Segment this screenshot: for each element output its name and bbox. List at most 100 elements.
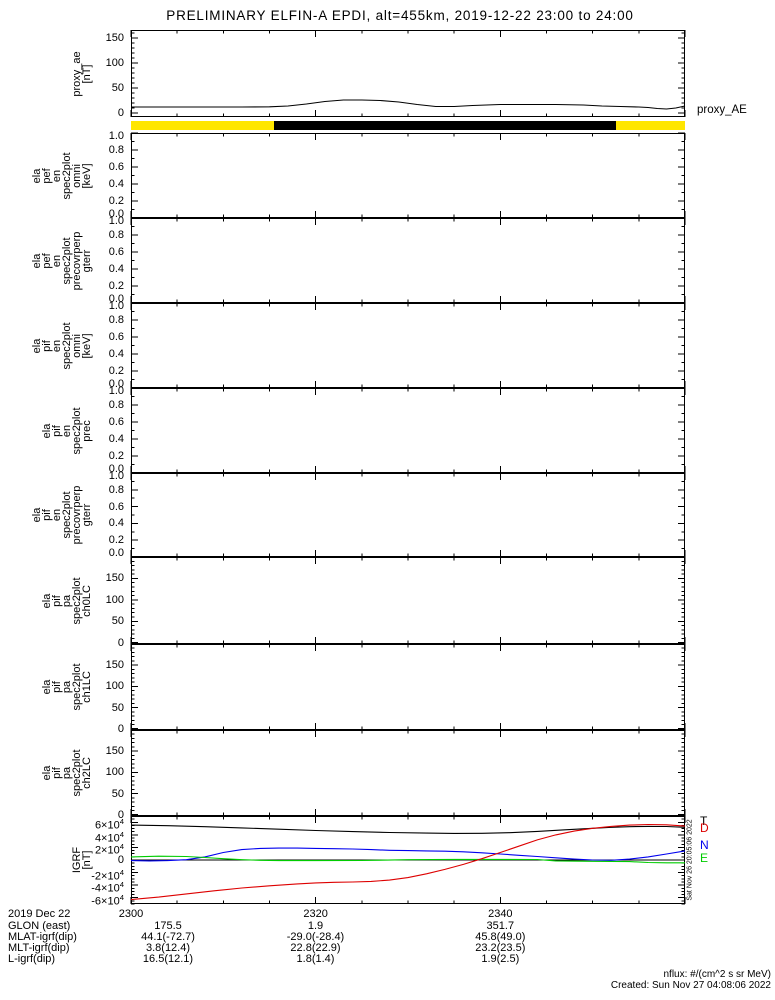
y-tick-label: 150 bbox=[105, 659, 124, 672]
igrf-legend-T: T bbox=[700, 814, 708, 828]
y-tick-label: 100 bbox=[105, 680, 124, 693]
y-tick-label: 100 bbox=[105, 57, 124, 69]
y-tick-label: 0.2 bbox=[108, 195, 124, 207]
y-tick-label: 1.0 bbox=[108, 470, 124, 482]
y-tick-label: 0.8 bbox=[108, 229, 124, 241]
time-tick-label: 2340 bbox=[488, 908, 513, 920]
eph-row-label: MLT-igrf(dip) bbox=[8, 941, 70, 954]
time-tick-label: 2320 bbox=[303, 908, 328, 920]
y-tick-label: 0.4 bbox=[108, 517, 124, 530]
eph-value: 351.7 bbox=[486, 919, 515, 932]
panel-pif_en_prec bbox=[130, 387, 686, 474]
y-tick-label: 50 bbox=[111, 615, 124, 628]
eph-value: 1.9 bbox=[307, 919, 324, 932]
y-tick-label: 1.0 bbox=[108, 385, 124, 397]
y-tick-label: 150 bbox=[105, 32, 124, 44]
y-tick-label: 0.0 bbox=[108, 208, 124, 220]
eph-value: 23.2(23.5) bbox=[475, 941, 526, 954]
eph-value: 3.8(12.4) bbox=[145, 941, 191, 954]
eph-value: 22.8(22.9) bbox=[290, 941, 341, 954]
y-axis-label-igrf: IGRF [nT] bbox=[71, 846, 93, 874]
series-proxy_AE bbox=[131, 99, 686, 110]
y-tick-label: 0.6 bbox=[108, 500, 124, 513]
y-tick-label: 0.2 bbox=[108, 365, 124, 377]
y-tick-label: 2×104 bbox=[94, 842, 124, 858]
y-tick-label: 50 bbox=[111, 701, 124, 714]
panel-pif_en_precovrperp_gterr bbox=[130, 472, 686, 558]
nflux-units-note: nflux: #/(cm^2 s sr MeV) bbox=[663, 969, 772, 980]
y-tick-label: 0.6 bbox=[108, 246, 124, 258]
eph-value: 44.1(-72.7) bbox=[141, 930, 195, 943]
eph-value: -29.0(-28.4) bbox=[286, 930, 345, 943]
y-tick-label: 0.6 bbox=[108, 161, 124, 173]
eph-date-label: 2019 Dec 22 bbox=[8, 908, 71, 920]
y-tick-label: 0.0 bbox=[108, 463, 124, 475]
panel-pef_en_omni bbox=[130, 132, 686, 219]
eph-row-label: MLAT-igrf(dip) bbox=[8, 930, 77, 943]
y-tick-label: 6×104 bbox=[94, 817, 124, 832]
eph-row-label: L-igrf(dip) bbox=[8, 952, 56, 965]
y-tick-label: 0.0 bbox=[108, 293, 124, 305]
series-N bbox=[130, 847, 686, 862]
y-axis-label-proxy_ae: proxy_ae [nT] bbox=[71, 50, 93, 97]
igrf-legend-D: D bbox=[700, 821, 709, 835]
page-title: PRELIMINARY ELFIN-A EPDI, alt=455km, 201… bbox=[166, 8, 634, 23]
strip-segment-1 bbox=[273, 121, 616, 130]
panel-pif_pa_ch1LC bbox=[130, 643, 686, 730]
eph-value: 45.8(49.0) bbox=[475, 930, 526, 943]
eph-value: 16.5(12.1) bbox=[142, 952, 194, 965]
y-tick-label: 4×104 bbox=[94, 829, 124, 845]
y-tick-label: 0.0 bbox=[108, 547, 124, 559]
y-tick-label: 0.8 bbox=[108, 483, 124, 496]
eph-value: 175.5 bbox=[154, 919, 182, 932]
y-tick-label: 0.2 bbox=[108, 534, 124, 547]
panel-pef_en_precovrperp_gterr bbox=[130, 217, 686, 304]
y-tick-label: 0.0 bbox=[108, 378, 124, 390]
series-D bbox=[130, 823, 686, 901]
strip-segment-0 bbox=[131, 121, 274, 130]
y-tick-label: 0.2 bbox=[108, 280, 124, 292]
y-tick-label: 0.8 bbox=[108, 314, 124, 326]
y-axis-label-pif_pa_ch0LC: ela pif pa spec2plot ch0LC bbox=[41, 576, 93, 625]
y-axis-label-pif_en_precovrperp_gterr: ela pif en spec2plot precovrperp gterr bbox=[31, 485, 93, 545]
y-tick-label: 1.0 bbox=[108, 215, 124, 227]
y-tick-label: 100 bbox=[105, 766, 124, 779]
y-axis-label-pef_en_omni: ela pef en spec2plot omni [keV] bbox=[31, 151, 93, 200]
y-tick-label: -4×104 bbox=[91, 880, 124, 895]
panel-igrf bbox=[130, 815, 686, 905]
time-tick-label: 2300 bbox=[118, 908, 144, 920]
y-tick-label: 0 bbox=[117, 808, 124, 821]
y-tick-label: 0.4 bbox=[108, 348, 124, 360]
created-timestamp: Created: Sun Nov 27 04:08:06 2022 bbox=[610, 980, 771, 991]
plot-timestamp-vertical: Sat Nov 26 20:05:06 2022 bbox=[686, 819, 694, 901]
proxy-ae-right-label: proxy_AE bbox=[697, 104, 747, 116]
y-tick-label: 0.4 bbox=[108, 433, 124, 445]
y-axis-label-pif_en_prec: ela pif en spec2plot prec bbox=[41, 406, 93, 455]
eph-row-label: GLON (east) bbox=[8, 919, 71, 932]
y-tick-label: 150 bbox=[105, 572, 124, 585]
y-tick-label: 0.2 bbox=[108, 450, 124, 462]
y-tick-label: 0 bbox=[117, 107, 124, 119]
y-tick-label: -6×104 bbox=[91, 892, 124, 908]
panel-pif_pa_ch2LC bbox=[130, 729, 686, 816]
y-tick-label: 0.8 bbox=[108, 144, 124, 156]
y-axis-label-pif_pa_ch2LC: ela pif pa spec2plot ch2LC bbox=[41, 749, 93, 797]
strip-segment-2 bbox=[615, 121, 686, 130]
y-tick-label: 1.0 bbox=[108, 130, 124, 142]
y-tick-label: 0.4 bbox=[108, 263, 124, 275]
eph-value: 1.9(2.5) bbox=[481, 952, 520, 965]
y-tick-label: -2×104 bbox=[91, 867, 124, 883]
y-tick-label: 50 bbox=[111, 82, 124, 94]
y-axis-label-pef_en_precovrperp_gterr: ela pef en spec2plot precovrperp gterr bbox=[31, 231, 93, 290]
igrf-legend-N: N bbox=[700, 838, 709, 852]
y-axis-label-pif_en_omni: ela pif en spec2plot omni [keV] bbox=[31, 321, 93, 370]
series-E bbox=[130, 855, 685, 864]
y-tick-label: 150 bbox=[105, 745, 124, 758]
y-tick-label: 0 bbox=[117, 722, 124, 735]
y-tick-label: 0.8 bbox=[108, 399, 124, 411]
panel-pif_en_omni bbox=[130, 302, 686, 389]
y-tick-label: 0.6 bbox=[108, 331, 124, 343]
igrf-legend-E: E bbox=[700, 851, 709, 865]
y-tick-label: 50 bbox=[111, 787, 124, 800]
